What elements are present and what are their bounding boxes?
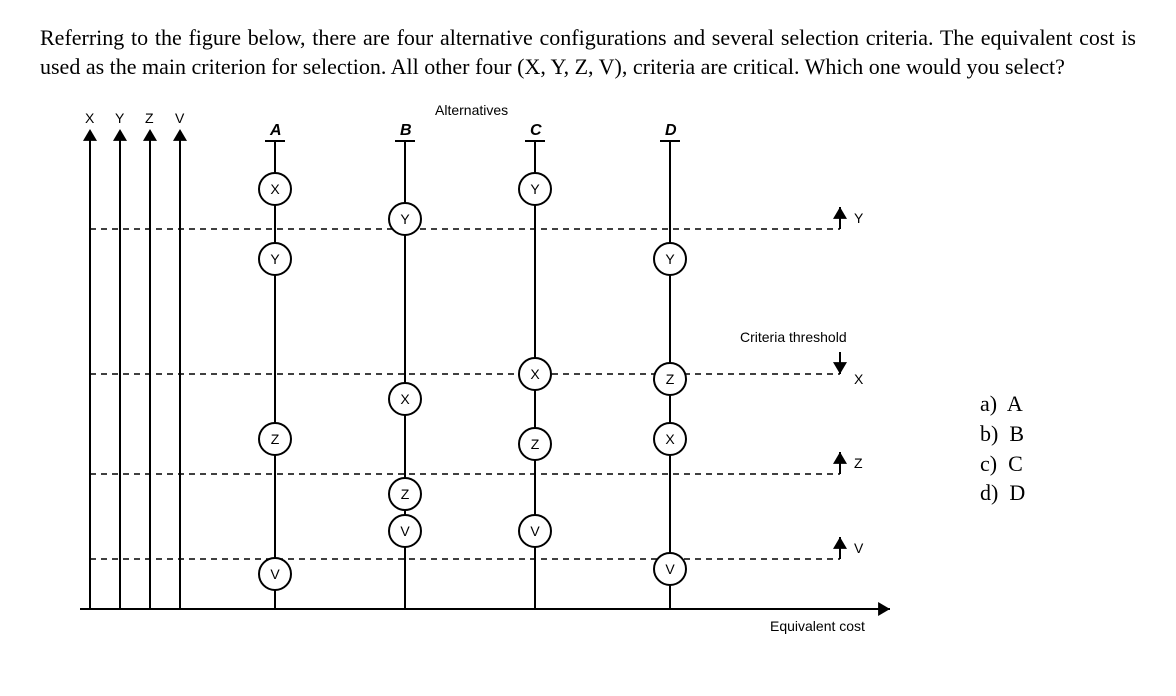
criterion-marker-label: Z — [271, 431, 280, 447]
alternative-label: A — [269, 122, 282, 139]
threshold-label: X — [854, 371, 864, 387]
criteria-axis-label: Z — [145, 110, 154, 126]
threshold-label: Z — [854, 455, 863, 471]
option-key: d) — [980, 480, 998, 505]
alternative-label: D — [665, 122, 677, 139]
option-label: B — [1009, 421, 1024, 446]
option-c: c) C — [980, 449, 1025, 479]
criterion-marker-label: V — [270, 566, 280, 582]
criterion-marker-label: V — [665, 561, 675, 577]
question-text: Referring to the figure below, there are… — [40, 24, 1136, 81]
criterion-marker-label: Y — [530, 181, 540, 197]
criterion-marker-label: X — [270, 181, 280, 197]
criterion-marker-label: X — [400, 391, 410, 407]
criterion-marker-label: Y — [400, 211, 410, 227]
criterion-marker-label: Z — [401, 486, 410, 502]
criterion-marker-label: Y — [665, 251, 675, 267]
option-key: b) — [980, 421, 998, 446]
criterion-marker-label: X — [665, 431, 675, 447]
option-a: a) A — [980, 389, 1025, 419]
threshold-label: V — [854, 540, 864, 556]
diagram-container: Y X Z V Criteria threshold Equivalent cost X Y Z… — [40, 99, 940, 639]
threshold-label: Y — [854, 210, 864, 226]
criterion-marker-label: V — [400, 523, 410, 539]
answer-options: a) A b) B c) C d) D — [980, 389, 1025, 508]
option-key: c) — [980, 451, 997, 476]
alternative-label: B — [400, 122, 412, 139]
option-label: A — [1007, 391, 1023, 416]
criterion-marker-label: V — [530, 523, 540, 539]
content-row: Y X Z V Criteria threshold Equivalent cost X Y Z… — [40, 99, 1136, 639]
criteria-axis-label: Y — [115, 110, 125, 126]
option-key: a) — [980, 391, 997, 416]
criterion-marker-label: Y — [270, 251, 280, 267]
x-axis-label: Equivalent cost — [770, 618, 865, 634]
option-label: C — [1008, 451, 1023, 476]
criteria-threshold-label: Criteria threshold — [740, 329, 847, 345]
option-d: d) D — [980, 478, 1025, 508]
criterion-marker-label: Z — [666, 371, 675, 387]
criterion-marker-label: X — [530, 366, 540, 382]
alternatives-diagram: Y X Z V Criteria threshold Equivalent cost X Y Z… — [40, 99, 940, 639]
criteria-axis-label: V — [175, 110, 185, 126]
option-label: D — [1009, 480, 1025, 505]
option-b: b) B — [980, 419, 1025, 449]
criteria-axis-label: X — [85, 110, 95, 126]
alternatives-title: Alternatives — [435, 102, 508, 118]
alternative-label: C — [530, 122, 542, 139]
criterion-marker-label: Z — [531, 436, 540, 452]
